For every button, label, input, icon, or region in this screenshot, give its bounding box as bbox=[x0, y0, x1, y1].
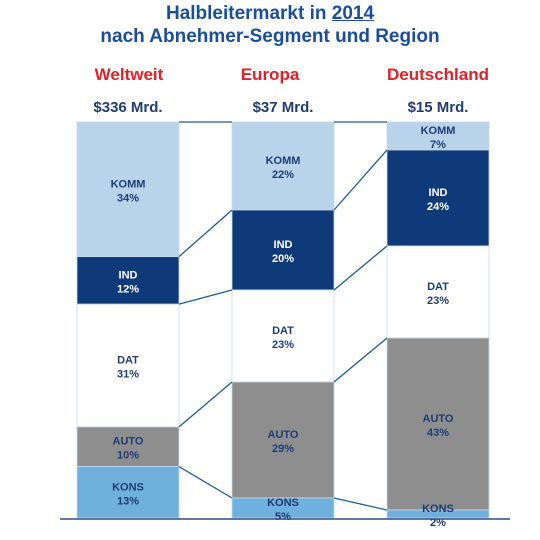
segment-name-europa-komm: KOMM bbox=[266, 155, 301, 167]
data-label-deutschland-auto: 43% bbox=[427, 427, 449, 439]
segment-name-deutschland-dat: DAT bbox=[427, 281, 449, 293]
data-label-deutschland-dat: 23% bbox=[427, 295, 449, 307]
bar-segment-deutschland-ind bbox=[386, 149, 490, 247]
segment-name-deutschland-auto: AUTO bbox=[423, 413, 454, 425]
segment-name-weltweit-komm: KOMM bbox=[111, 178, 146, 190]
region-label-deutschland: Deutschland bbox=[387, 65, 489, 84]
region-label-europa: Europa bbox=[241, 65, 300, 84]
bar-segment-deutschland-kons bbox=[386, 509, 490, 519]
segment-name-weltweit-ind: IND bbox=[119, 269, 138, 281]
segment-name-deutschland-kons: KONS bbox=[422, 503, 454, 515]
bar-segment-deutschland-auto bbox=[386, 337, 490, 511]
bar-segment-europa-auto bbox=[231, 381, 335, 499]
bar-segment-weltweit-auto bbox=[76, 426, 180, 467]
data-label-deutschland-komm: 7% bbox=[430, 139, 446, 151]
total-label-weltweit: $336 Mrd. bbox=[93, 99, 162, 116]
connector-line bbox=[178, 465, 233, 499]
segment-name-europa-ind: IND bbox=[274, 239, 293, 251]
segment-name-deutschland-komm: KOMM bbox=[421, 125, 456, 137]
segment-name-europa-dat: DAT bbox=[272, 325, 294, 337]
bar-segment-europa-dat bbox=[231, 289, 335, 383]
data-label-weltweit-dat: 31% bbox=[117, 369, 139, 381]
data-label-europa-auto: 29% bbox=[272, 443, 294, 455]
data-label-weltweit-auto: 10% bbox=[117, 450, 139, 462]
connector-line bbox=[333, 245, 388, 291]
data-label-europa-komm: 22% bbox=[272, 169, 294, 181]
chart-title-prefix: Halbleitermarkt in bbox=[165, 3, 332, 24]
bar-segment-deutschland-komm bbox=[386, 121, 490, 151]
connector-line bbox=[178, 289, 233, 305]
segment-name-weltweit-kons: KONS bbox=[112, 481, 144, 493]
total-label-deutschland: $15 Mrd. bbox=[408, 99, 469, 116]
data-label-deutschland-ind: 24% bbox=[427, 201, 449, 213]
data-label-europa-dat: 23% bbox=[272, 339, 294, 351]
data-label-deutschland-kons: 2% bbox=[430, 517, 446, 529]
connector-line bbox=[178, 209, 233, 258]
data-label-weltweit-komm: 34% bbox=[117, 192, 139, 204]
segment-name-europa-auto: AUTO bbox=[268, 429, 299, 441]
connector-line bbox=[333, 149, 388, 211]
bar-segment-europa-ind bbox=[231, 209, 335, 291]
connector-line bbox=[178, 381, 233, 428]
data-label-weltweit-kons: 13% bbox=[117, 495, 139, 507]
bar-segment-weltweit-komm bbox=[76, 121, 180, 258]
data-label-europa-ind: 20% bbox=[272, 253, 294, 265]
data-label-europa-kons: 5% bbox=[275, 511, 291, 523]
bar-segment-weltweit-dat bbox=[76, 303, 180, 428]
chart-title-line2: nach Abnehmer-Segment und Region bbox=[100, 26, 440, 47]
chart-title-line1: Halbleitermarkt in 2014 bbox=[0, 3, 540, 25]
total-label-europa: $37 Mrd. bbox=[253, 99, 314, 116]
chart-title-year: 2014 bbox=[331, 3, 375, 24]
bar-segment-europa-kons bbox=[231, 497, 335, 519]
connector-line bbox=[333, 337, 388, 383]
segment-name-europa-kons: KONS bbox=[267, 497, 299, 509]
data-label-weltweit-ind: 12% bbox=[117, 283, 139, 295]
bar-segment-weltweit-kons bbox=[76, 466, 180, 519]
connector-line bbox=[333, 497, 388, 511]
region-label-weltweit: Weltweit bbox=[95, 65, 164, 84]
segment-name-weltweit-auto: AUTO bbox=[113, 436, 144, 448]
bar-segment-europa-komm bbox=[231, 121, 335, 211]
bar-segment-deutschland-dat bbox=[386, 245, 490, 339]
segment-name-deutschland-ind: IND bbox=[429, 187, 448, 199]
segment-name-weltweit-dat: DAT bbox=[117, 355, 139, 367]
